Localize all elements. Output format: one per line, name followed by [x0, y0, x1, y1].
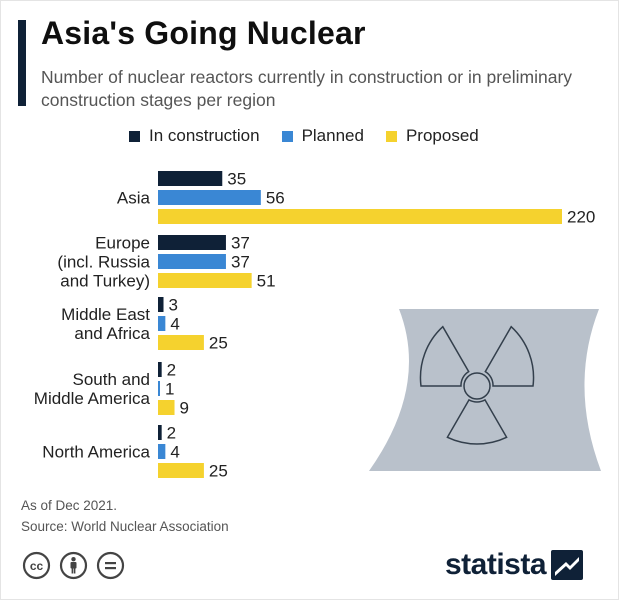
data-label-proposed: 51: [257, 272, 276, 291]
category-label: (incl. Russia: [57, 253, 150, 272]
data-label-planned: 56: [266, 189, 285, 208]
data-label-in-construction: 37: [231, 234, 250, 253]
legend-label-in-construction: In construction: [149, 126, 260, 145]
category-label: Europe: [95, 234, 150, 253]
bar-proposed: [158, 273, 252, 288]
bar-in-construction: [158, 171, 223, 186]
category-label: South and: [72, 370, 150, 389]
footnote-source: Source: World Nuclear Association: [21, 519, 229, 534]
legend-label-proposed: Proposed: [405, 126, 479, 145]
statista-brand: statista: [445, 548, 584, 582]
bar-proposed: [158, 463, 204, 478]
data-label-planned: 4: [170, 443, 179, 462]
cc-icon: cc: [22, 551, 51, 580]
data-label-in-construction: 2: [167, 361, 176, 380]
data-label-proposed: 25: [209, 334, 228, 353]
chart-title: Asia's Going Nuclear: [41, 15, 366, 51]
no-derivatives-icon: [96, 551, 125, 580]
category-group: 24 25 North America: [42, 424, 228, 481]
legend-swatch-planned: [281, 130, 293, 142]
chart-subtitle: Number of nuclear reactors currently in …: [41, 67, 573, 110]
bar-in-construction: [158, 362, 162, 377]
category-group: 35 56 220 Asia: [117, 170, 595, 227]
footnote-date: As of Dec 2021.: [21, 498, 118, 513]
legend-label-planned: Planned: [301, 126, 364, 145]
category-label: North America: [42, 443, 150, 462]
bar-planned: [158, 381, 160, 396]
legend-item-proposed: Proposed: [385, 126, 479, 146]
brand-wordmark: statista: [445, 548, 547, 581]
statista-logo-icon: [551, 550, 584, 580]
reactor-illustration: [369, 309, 601, 471]
bar-planned: [158, 316, 166, 331]
attribution-icon: [59, 551, 88, 580]
cooling-tower-icon: [369, 309, 601, 471]
legend-swatch-in-construction: [129, 130, 140, 142]
data-label-in-construction: 35: [227, 170, 246, 189]
legend-item-in-construction: In construction: [129, 126, 260, 146]
bar-planned: [158, 444, 166, 459]
bar-planned: [158, 254, 226, 269]
license-icons: cc: [22, 551, 133, 580]
data-label-in-construction: 3: [169, 296, 178, 315]
data-label-proposed: 25: [209, 462, 228, 481]
category-label: and Turkey): [60, 272, 150, 291]
bar-proposed: [158, 335, 204, 350]
legend: In construction Planned Proposed: [129, 126, 501, 146]
category-label: and Africa: [74, 324, 150, 343]
data-label-in-construction: 2: [167, 424, 176, 443]
radiation-icon: [419, 325, 535, 445]
data-label-planned: 1: [165, 380, 174, 399]
bar-planned: [158, 190, 261, 205]
data-label-planned: 37: [231, 253, 250, 272]
bar-proposed: [158, 209, 562, 224]
legend-swatch-proposed: [385, 130, 397, 142]
category-label: Middle East: [61, 305, 150, 324]
bar-in-construction: [158, 425, 162, 440]
footnotes: As of Dec 2021. Source: World Nuclear As…: [21, 495, 229, 537]
category-label: Asia: [117, 189, 151, 208]
data-label-proposed: 220: [567, 208, 595, 227]
bar-in-construction: [158, 235, 226, 250]
data-label-proposed: 9: [180, 399, 189, 418]
bar-proposed: [158, 400, 175, 415]
legend-item-planned: Planned: [281, 126, 364, 146]
category-label: Middle America: [34, 389, 151, 408]
data-label-planned: 4: [170, 315, 179, 334]
svg-text:cc: cc: [30, 559, 44, 573]
bar-in-construction: [158, 297, 164, 312]
title-accent-bar: [18, 20, 26, 106]
